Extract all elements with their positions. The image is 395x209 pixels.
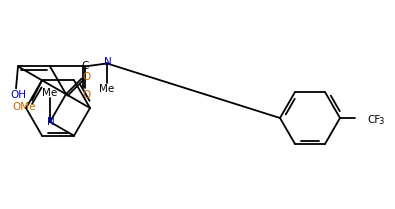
Text: O: O [83,72,91,82]
Text: O: O [82,90,90,101]
Text: CF: CF [367,115,380,125]
Text: C: C [81,61,89,71]
Text: 3: 3 [378,117,384,126]
Text: Me: Me [42,88,58,98]
Text: N: N [47,117,55,127]
Text: OH: OH [10,90,26,101]
Text: OMe: OMe [12,102,36,112]
Text: N: N [104,57,112,68]
Text: Me: Me [100,84,115,94]
